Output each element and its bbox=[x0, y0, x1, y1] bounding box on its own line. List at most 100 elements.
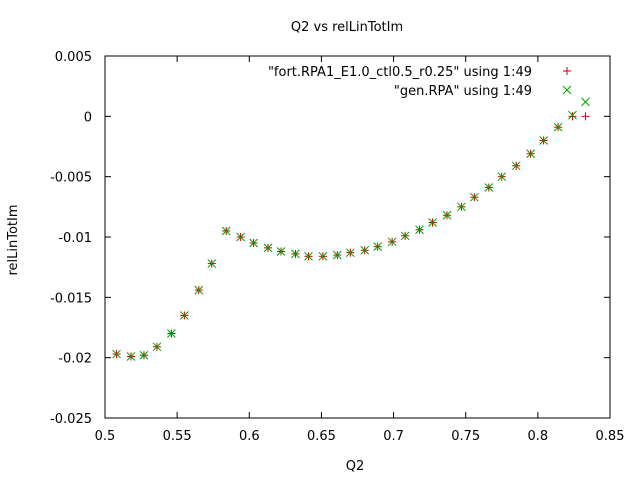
y-tick-label: -0.005 bbox=[50, 171, 92, 186]
data-point bbox=[387, 237, 397, 247]
legend-label: "fort.RPA1_E1.0_ctl0.5_r0.25" using 1:49 bbox=[268, 65, 532, 80]
series-2 bbox=[112, 97, 590, 361]
data-point-d2 bbox=[112, 349, 121, 359]
data-point bbox=[304, 251, 313, 261]
data-point bbox=[526, 149, 535, 159]
y-tick-label: 0 bbox=[84, 110, 92, 125]
data-point bbox=[373, 242, 383, 252]
data-point bbox=[152, 342, 162, 352]
data-point bbox=[276, 247, 286, 256]
data-point bbox=[497, 172, 507, 182]
data-point bbox=[415, 225, 424, 235]
data-point-d2 bbox=[318, 251, 328, 261]
chart-title: Q2 vs relLinTotIm bbox=[291, 20, 403, 35]
data-point-d2 bbox=[207, 259, 217, 268]
data-point-d2 bbox=[539, 136, 548, 145]
data-point bbox=[180, 311, 189, 320]
data-point bbox=[539, 136, 548, 145]
data-point-d2 bbox=[428, 218, 437, 227]
axes-group: 0.5 0.55 0.6 0.65 0.7 0.75 0.8 0.85 -0.025 -0.02 -… bbox=[50, 50, 624, 444]
data-point bbox=[249, 238, 258, 248]
x-tick-label: 0.65 bbox=[307, 429, 336, 444]
data-point bbox=[581, 112, 590, 121]
data-point-d2 bbox=[221, 226, 231, 236]
legend-marker bbox=[562, 85, 572, 95]
data-point-d2 bbox=[373, 242, 383, 252]
data-point bbox=[400, 231, 410, 241]
data-point bbox=[457, 202, 466, 212]
data-marks bbox=[112, 97, 590, 361]
data-point-d2 bbox=[304, 251, 313, 261]
data-point-d2 bbox=[249, 238, 258, 248]
legend-marker-d2 bbox=[562, 85, 572, 95]
data-point bbox=[581, 97, 590, 107]
data-point bbox=[484, 183, 494, 192]
data-point bbox=[332, 250, 342, 260]
data-point bbox=[360, 245, 370, 255]
data-point bbox=[291, 249, 300, 259]
data-point-d2 bbox=[415, 225, 424, 235]
data-point bbox=[318, 251, 328, 261]
data-point bbox=[263, 243, 273, 253]
legend-label: "gen.RPA" using 1:49 bbox=[394, 84, 532, 99]
data-point bbox=[568, 112, 577, 121]
data-point bbox=[126, 352, 136, 361]
y-tick-label: -0.02 bbox=[58, 352, 92, 367]
data-point-d2 bbox=[332, 250, 342, 260]
legend: "fort.RPA1_E1.0_ctl0.5_r0.25" using 1:49… bbox=[268, 65, 572, 99]
data-point-d2 bbox=[511, 161, 521, 171]
data-point bbox=[553, 122, 563, 132]
data-point bbox=[194, 285, 204, 295]
data-point-d2 bbox=[139, 350, 149, 360]
x-tick-label: 0.55 bbox=[163, 429, 192, 444]
data-point bbox=[511, 161, 521, 171]
data-point-d2 bbox=[497, 172, 507, 182]
y-tick-label: -0.01 bbox=[58, 231, 92, 246]
data-point bbox=[139, 350, 149, 360]
x-axis-label: Q2 bbox=[346, 459, 365, 474]
data-point bbox=[167, 329, 176, 338]
data-point-d2 bbox=[526, 149, 535, 159]
y-tick-label: -0.025 bbox=[50, 412, 92, 427]
legend-marker bbox=[563, 67, 571, 75]
y-tick-label: 0.005 bbox=[55, 50, 92, 65]
data-point bbox=[221, 226, 231, 236]
data-point-d2 bbox=[345, 248, 355, 258]
data-point-d2 bbox=[442, 210, 452, 220]
data-point bbox=[442, 210, 452, 220]
data-point bbox=[236, 232, 245, 242]
x-tick-label: 0.7 bbox=[383, 429, 404, 444]
x-tick-label: 0.6 bbox=[239, 429, 260, 444]
data-point-d2 bbox=[581, 97, 590, 107]
data-point-d2 bbox=[457, 202, 466, 212]
data-point-d2 bbox=[484, 183, 494, 192]
data-point-d2 bbox=[291, 249, 300, 259]
y-axis-label: relLinTotIm bbox=[6, 204, 21, 275]
data-point bbox=[470, 192, 479, 202]
data-point bbox=[428, 218, 437, 227]
data-point-d2 bbox=[400, 231, 410, 241]
data-point-d2 bbox=[568, 110, 577, 120]
data-point-d2 bbox=[236, 232, 245, 242]
data-point bbox=[112, 349, 121, 359]
data-point-d2 bbox=[387, 237, 397, 247]
x-tick-label: 0.75 bbox=[451, 429, 480, 444]
data-point-d2 bbox=[276, 247, 286, 256]
y-tick-label: -0.015 bbox=[50, 291, 92, 306]
data-point bbox=[568, 110, 577, 120]
x-tick-label: 0.8 bbox=[528, 429, 549, 444]
data-point-d2 bbox=[180, 311, 189, 320]
data-point-d2 bbox=[263, 243, 273, 253]
data-point-d2 bbox=[126, 352, 136, 361]
data-point-d2 bbox=[553, 122, 563, 132]
x-tick-label: 0.85 bbox=[596, 429, 625, 444]
data-point-d2 bbox=[167, 329, 176, 338]
data-point-d2 bbox=[360, 245, 370, 255]
data-point bbox=[207, 259, 217, 268]
data-point-d2 bbox=[470, 192, 479, 202]
data-point-d2 bbox=[194, 285, 204, 295]
x-tick-label: 0.5 bbox=[95, 429, 116, 444]
data-point bbox=[345, 248, 355, 258]
